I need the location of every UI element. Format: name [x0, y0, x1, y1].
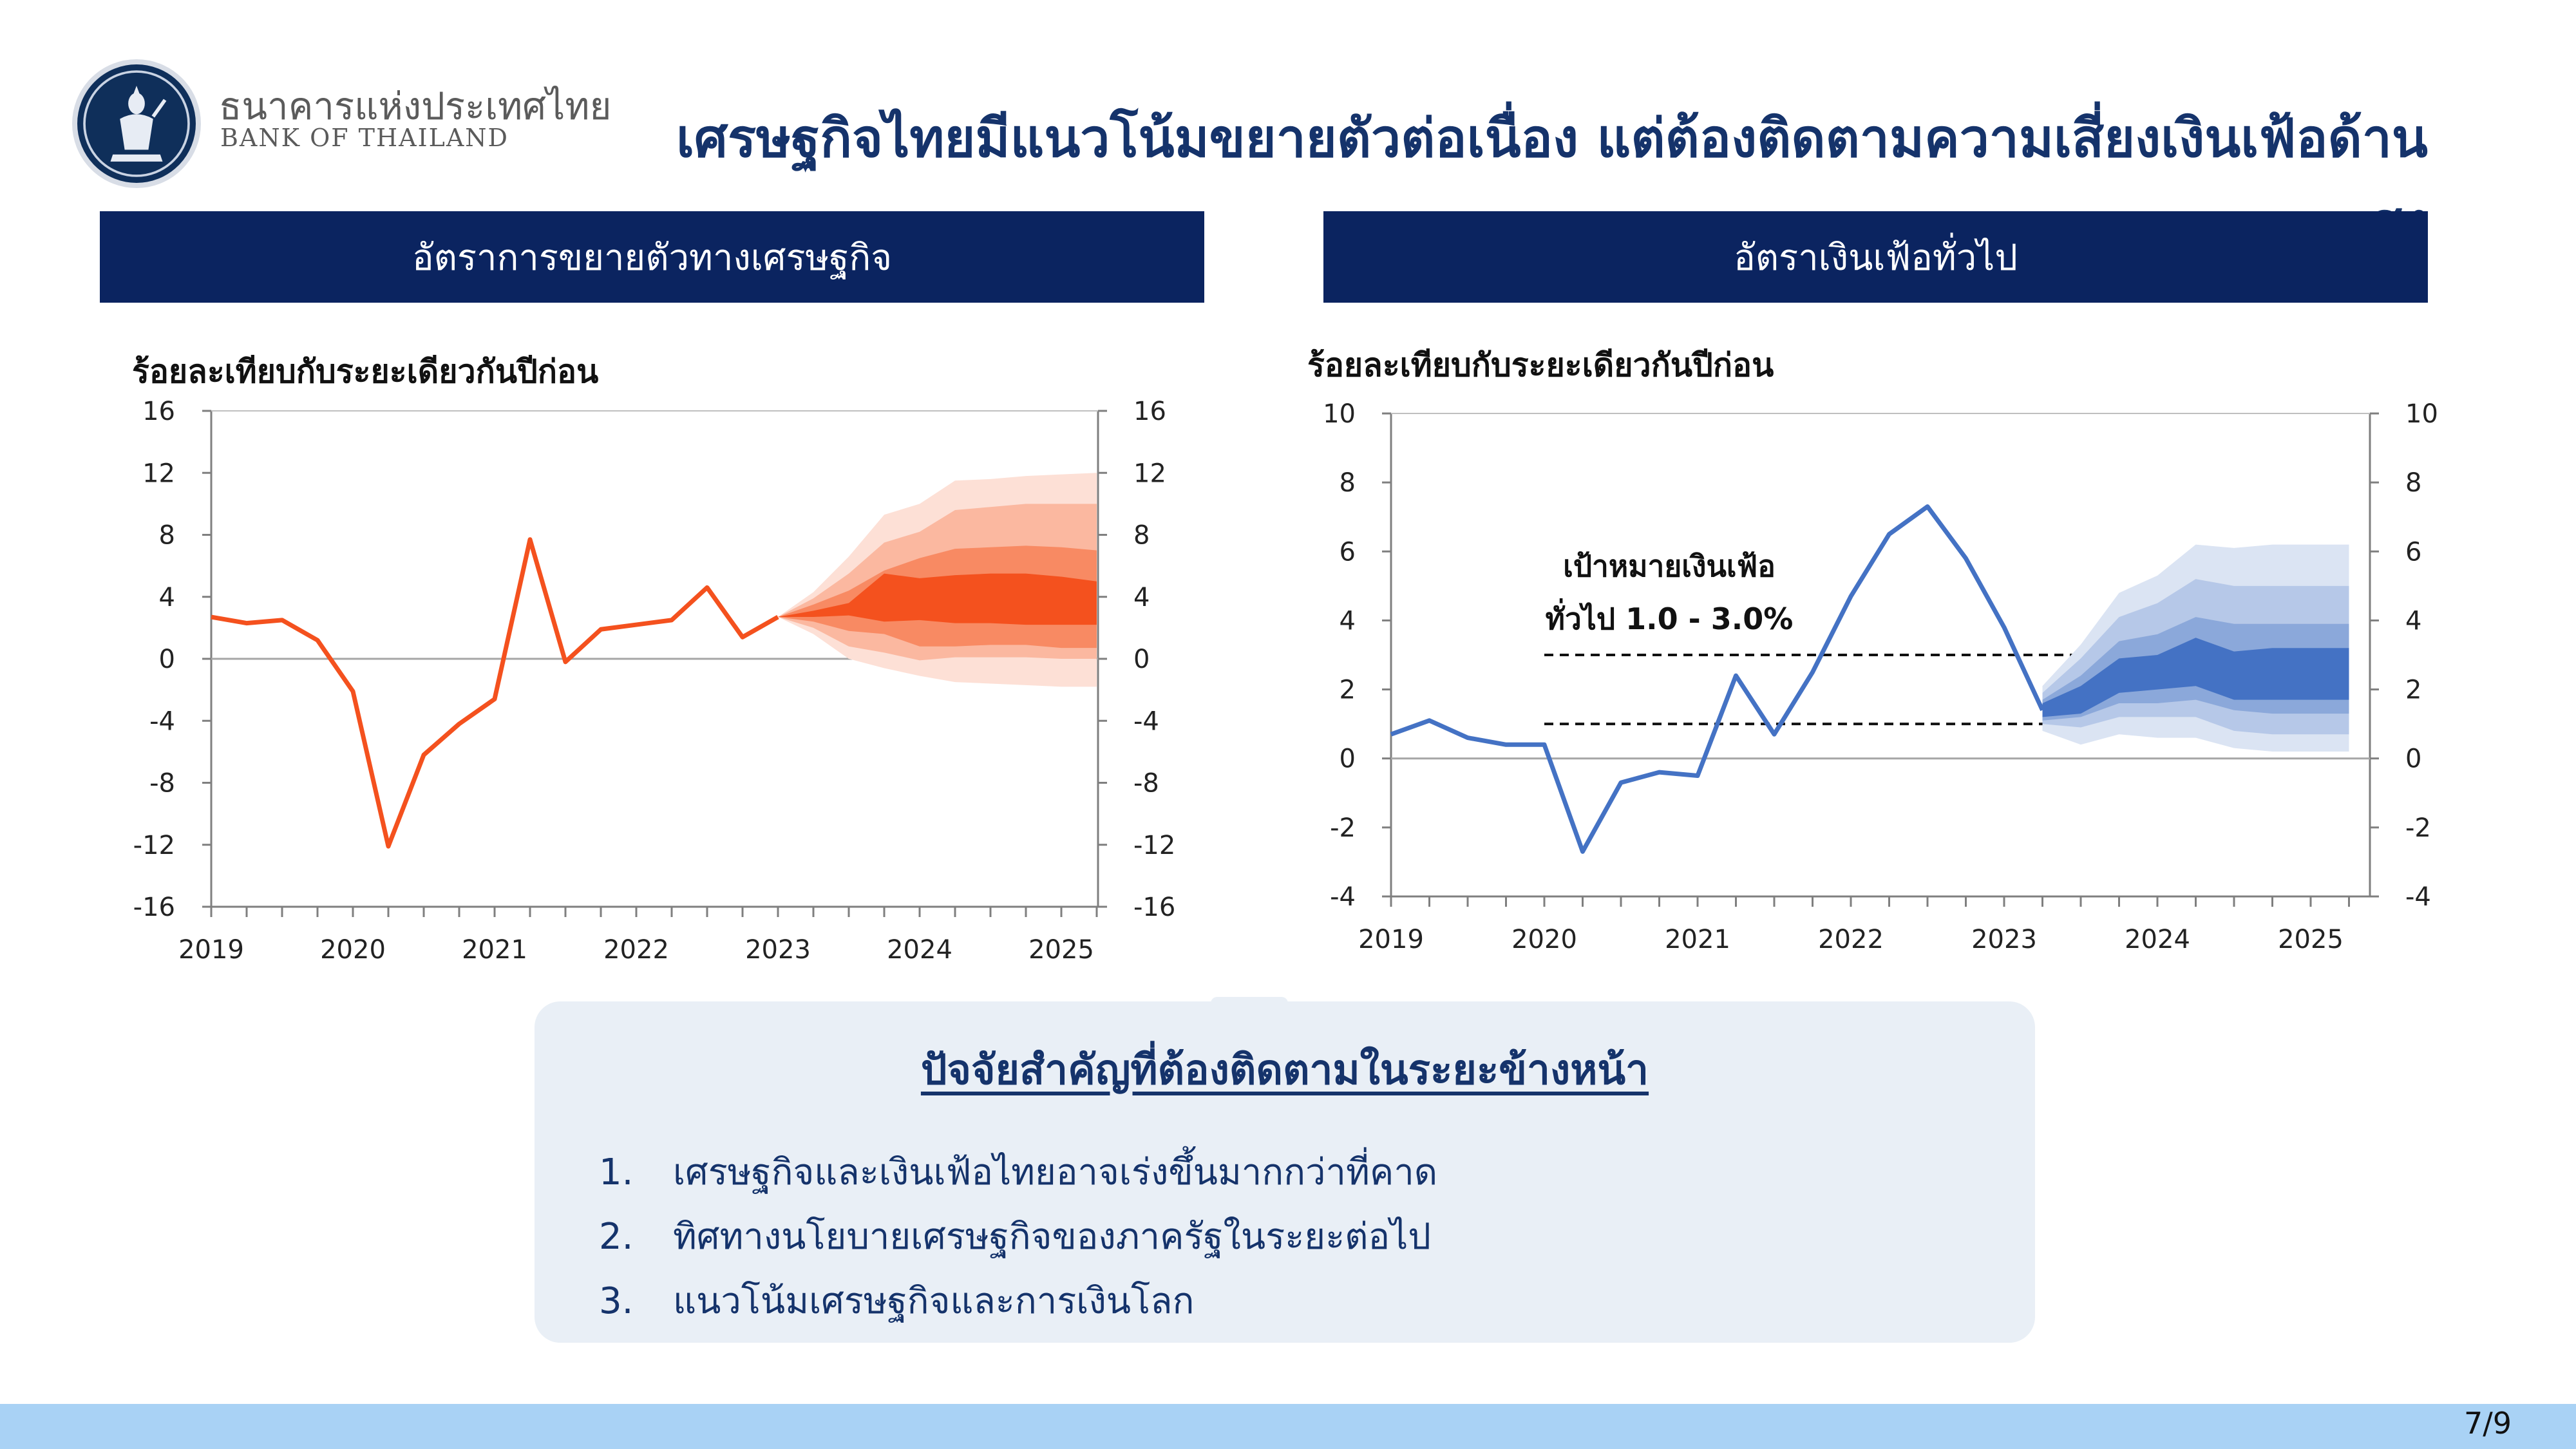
inflation-ytick-label-right: 10 [2405, 399, 2438, 429]
key-factors-title: ปัจจัยสำคัญที่ต้องติดตามในระยะข้างหน้า [920, 1046, 1649, 1094]
inflation-ytick-label-left: -2 [1330, 813, 1356, 843]
gdp-ytick-label-right: -16 [1133, 893, 1175, 922]
gdp-ytick-label-right: -8 [1133, 769, 1159, 799]
inflation-xtick-label: 2019 [1358, 925, 1424, 954]
factor-number: 1. [599, 1151, 634, 1193]
gdp-ytick-label-left: -4 [149, 706, 175, 736]
factor-number: 3. [599, 1280, 634, 1322]
gdp-xtick-label: 2020 [320, 935, 386, 965]
inflation-unit-label: ร้อยละเทียบกับระยะเดียวกันปีก่อน [1307, 346, 1774, 384]
gdp-ytick-label-right: 12 [1133, 459, 1166, 488]
gdp-ytick-label-left: -12 [133, 831, 175, 860]
gdp-fan-band [778, 573, 1097, 625]
factor-item: 1. เศรษฐกิจและเงินเฟ้อไทยอาจเร่งขึ้นมากกว… [599, 1143, 1437, 1200]
brand-thai-name: ธนาคารแห่งประเทศไทย [219, 84, 612, 128]
gdp-xtick-label: 2022 [603, 935, 669, 965]
inflation-ytick-label-right: 2 [2405, 676, 2421, 705]
page-number: 7/9 [2463, 1406, 2512, 1441]
inflation-xtick-label: 2024 [2125, 925, 2190, 954]
inflation-xtick-label: 2020 [1511, 925, 1577, 954]
inflation-fan-band [2042, 579, 2349, 735]
inflation-ytick-label-right: 0 [2405, 744, 2421, 774]
factor-text: เศรษฐกิจและเงินเฟ้อไทยอาจเร่งขึ้นมากกว่า… [673, 1151, 1438, 1193]
gdp-ytick-label-right: 16 [1133, 397, 1166, 426]
inflation-ytick-label-left: 8 [1340, 468, 1356, 498]
gdp-unit-label: ร้อยละเทียบกับระยะเดียวกันปีก่อน [132, 353, 599, 390]
gdp-ytick-label-left: 8 [159, 521, 175, 551]
inflation-ytick-label-right: 8 [2405, 468, 2421, 498]
inflation-panel-heading: อัตราเงินเฟ้อทั่วไป [1323, 211, 2428, 303]
inflation-ytick-label-left: 10 [1323, 399, 1356, 429]
inflation-ytick-label-left: 0 [1340, 744, 1356, 774]
inflation-ytick-label-left: -4 [1330, 882, 1356, 912]
inflation-target-label: ทั่วไป 1.0 - 3.0% [1546, 598, 1794, 636]
gdp-ytick-label-left: 4 [159, 583, 175, 612]
inflation-chart-group: -4 -4 -2 -2 0 0 2 2 4 4 6 6 8 8 10 10 2019 2020 2021 2022 20… [1323, 399, 2438, 954]
gdp-xtick-label: 2019 [178, 935, 244, 965]
gdp-ytick-label-right: -4 [1133, 706, 1159, 736]
gdp-ytick-label-right: 4 [1133, 583, 1150, 612]
gdp-ytick-label-right: 0 [1133, 645, 1150, 674]
inflation-fan-band [2042, 544, 2349, 752]
gdp-fan-band [778, 545, 1097, 649]
gdp-xtick-label: 2023 [745, 935, 811, 965]
bank-of-thailand-logo [72, 59, 201, 188]
gdp-fan-band [778, 504, 1097, 661]
inflation-xtick-label: 2021 [1665, 925, 1730, 954]
inflation-xtick-label: 2022 [1818, 925, 1884, 954]
factor-item: 2. ทิศทางนโยบายเศรษฐกิจของภาครัฐในระยะต่อ… [599, 1208, 1431, 1265]
gdp-fan-band [778, 473, 1097, 687]
factor-item: 3. แนวโน้มเศรษฐกิจและการเงินโลก [599, 1272, 1194, 1329]
gdp-ytick-label-left: 12 [142, 459, 175, 488]
gdp-actual-line [211, 537, 779, 849]
inflation-target-label: เป้าหมายเงินเฟ้อ [1563, 549, 1776, 583]
inflation-ytick-label-left: 4 [1340, 606, 1356, 636]
gdp-ytick-label-left: 16 [142, 397, 175, 426]
inflation-fan-band [2042, 638, 2349, 717]
key-factors-box [535, 1001, 2035, 1343]
factor-number: 2. [599, 1216, 634, 1258]
inflation-ytick-label-right: -2 [2405, 813, 2431, 843]
factor-text: ทิศทางนโยบายเศรษฐกิจของภาครัฐในระยะต่อไป [673, 1216, 1431, 1258]
brand-english-name: BANK OF THAILAND [220, 124, 509, 152]
footer-bar [0, 1404, 2576, 1449]
inflation-ytick-label-right: 4 [2405, 606, 2421, 636]
garuda-seal-icon [83, 70, 190, 177]
gdp-ytick-label-right: -12 [1133, 831, 1175, 860]
inflation-ytick-label-left: 6 [1340, 537, 1356, 567]
gdp-ytick-label-left: -8 [149, 769, 175, 799]
inflation-fan-band [2042, 617, 2349, 721]
gdp-panel-heading: อัตราการขยายตัวทางเศรษฐกิจ [100, 211, 1204, 303]
gdp-chart-group: -16 -16 -12 -12 -8 -8 -4 -4 0 0 4 4 8 8 12 12 16 16 2019 20… [133, 397, 1176, 965]
gdp-ytick-label-left: 0 [159, 645, 175, 674]
gdp-ytick-label-left: -16 [133, 893, 175, 922]
inflation-ytick-label-right: 6 [2405, 537, 2421, 567]
inflation-ytick-label-right: -4 [2405, 882, 2431, 912]
inflation-ytick-label-left: 2 [1340, 676, 1356, 705]
gdp-ytick-label-right: 8 [1133, 521, 1150, 551]
gdp-xtick-label: 2021 [462, 935, 527, 965]
gdp-xtick-label: 2024 [887, 935, 952, 965]
inflation-actual-line [1390, 504, 2045, 854]
inflation-xtick-label: 2025 [2278, 925, 2344, 954]
inflation-xtick-label: 2023 [1971, 925, 2037, 954]
factor-text: แนวโน้มเศรษฐกิจและการเงินโลก [673, 1280, 1195, 1322]
gdp-xtick-label: 2025 [1028, 935, 1094, 965]
